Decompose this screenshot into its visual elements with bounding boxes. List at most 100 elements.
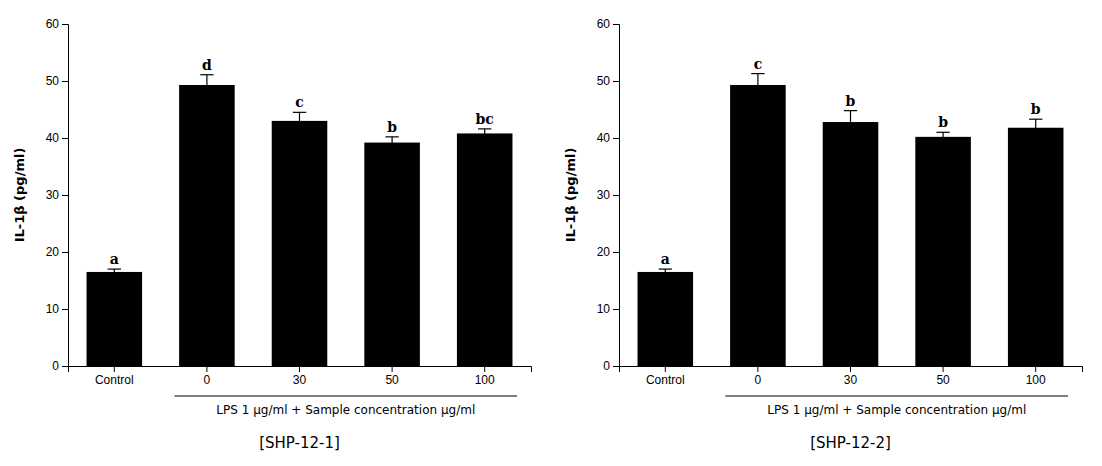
tick-label: 50 [597, 74, 611, 88]
panel: 0102030405060Control03050100adcbbcLPS 1 … [12, 17, 532, 452]
y-tick: 50 [46, 74, 68, 88]
tick-label: 30 [293, 373, 307, 387]
y-axis-label: IL-1β (pg/ml) [563, 148, 578, 243]
x-tick: Control [95, 366, 134, 387]
tick-label: 50 [936, 373, 950, 387]
x-tick: 30 [293, 366, 307, 387]
error-bar [659, 269, 672, 275]
error-bar-cap [200, 74, 213, 75]
error-bar-stem [942, 132, 943, 141]
error-bar-cap [936, 132, 949, 133]
error-bar [844, 111, 857, 134]
tick-label: 20 [597, 245, 611, 259]
bar [364, 143, 420, 366]
error-bar-cap [293, 129, 306, 130]
y-tick: 10 [46, 302, 68, 316]
tick-label: 50 [385, 373, 399, 387]
error-bar-stem [665, 269, 666, 275]
bar [823, 122, 879, 366]
error-bar [936, 132, 949, 141]
error-bar-stem [1035, 119, 1036, 136]
chart: 0102030405060Control03050100adcbbcLPS 1 … [0, 0, 1102, 466]
tick-label: 50 [46, 74, 60, 88]
axis-line [613, 25, 620, 367]
error-bar-cap [478, 128, 491, 129]
tick-label: 10 [46, 302, 60, 316]
error-bar-cap [751, 96, 764, 97]
y-tick: 20 [46, 245, 68, 259]
error-bar [1029, 119, 1042, 136]
error-bar-cap [478, 137, 491, 138]
tick-label: 30 [46, 188, 60, 202]
x-tick: 0 [204, 366, 211, 387]
error-bar-cap [751, 73, 764, 74]
bar [179, 85, 235, 366]
tick-mark [943, 366, 944, 372]
y-axis-label: IL-1β (pg/ml) [12, 148, 27, 243]
bar [915, 137, 971, 366]
bar [87, 272, 143, 366]
tick-mark [613, 138, 619, 139]
error-bar [385, 137, 398, 148]
error-bar-stem [757, 74, 758, 97]
group-bracket [725, 395, 1068, 396]
x-tick: 100 [475, 366, 495, 387]
error-bar-cap [1029, 119, 1042, 120]
panel: 0102030405060Control03050100acbbbLPS 1 μ… [563, 17, 1083, 452]
y-tick: 50 [597, 74, 619, 88]
tick-label: 60 [597, 17, 611, 31]
bar [730, 85, 786, 366]
tick-mark [62, 81, 68, 82]
error-bar-cap [844, 110, 857, 111]
tick-mark [62, 138, 68, 139]
significance-label: c [295, 94, 304, 110]
y-tick: 0 [52, 359, 68, 373]
error-bar-stem [206, 75, 207, 96]
error-bar [293, 112, 306, 129]
x-axis-label: LPS 1 μg/ml + Sample concentration μg/ml [216, 403, 475, 417]
panel-title: [SHP-12-1] [259, 434, 340, 452]
tick-mark [62, 309, 68, 310]
axis-line [620, 367, 1083, 373]
error-bar [751, 74, 764, 97]
error-bar-stem [299, 112, 300, 129]
y-tick: 60 [597, 17, 619, 31]
tick-label: Control [646, 373, 685, 387]
y-tick: 30 [597, 188, 619, 202]
error-bar-stem [114, 269, 115, 275]
tick-mark [613, 366, 619, 367]
error-bar-cap [659, 269, 672, 270]
tick-mark [613, 24, 619, 25]
bar [638, 272, 694, 366]
significance-label: b [387, 119, 397, 135]
tick-mark [484, 366, 485, 372]
x-tick: 50 [936, 366, 950, 387]
tick-mark [62, 24, 68, 25]
annotations: adcbbc [110, 57, 494, 267]
significance-label: a [661, 251, 670, 267]
significance-label: d [202, 57, 212, 73]
y-tick: 30 [46, 188, 68, 202]
tick-mark [757, 366, 758, 372]
y-tick: 0 [603, 359, 619, 373]
x-tick: Control [646, 366, 685, 387]
tick-mark [613, 195, 619, 196]
tick-label: 10 [597, 302, 611, 316]
axis-line [69, 367, 532, 373]
tick-mark [613, 252, 619, 253]
tick-mark [392, 366, 393, 372]
tick-mark [206, 366, 207, 372]
tick-label: 0 [603, 359, 610, 373]
x-tick: 0 [755, 366, 762, 387]
x-tick: 50 [385, 366, 399, 387]
y-tick: 40 [46, 131, 68, 145]
error-bar-cap [1029, 136, 1042, 137]
x-tick: 30 [844, 366, 858, 387]
error-bar [200, 75, 213, 96]
x-axis: Control 0 30 50 100 [620, 366, 1083, 387]
tick-label: 40 [597, 131, 611, 145]
significance-label: b [1031, 101, 1041, 117]
error-bar-stem [392, 137, 393, 148]
tick-label: 0 [204, 373, 211, 387]
x-tick: 100 [1026, 366, 1046, 387]
